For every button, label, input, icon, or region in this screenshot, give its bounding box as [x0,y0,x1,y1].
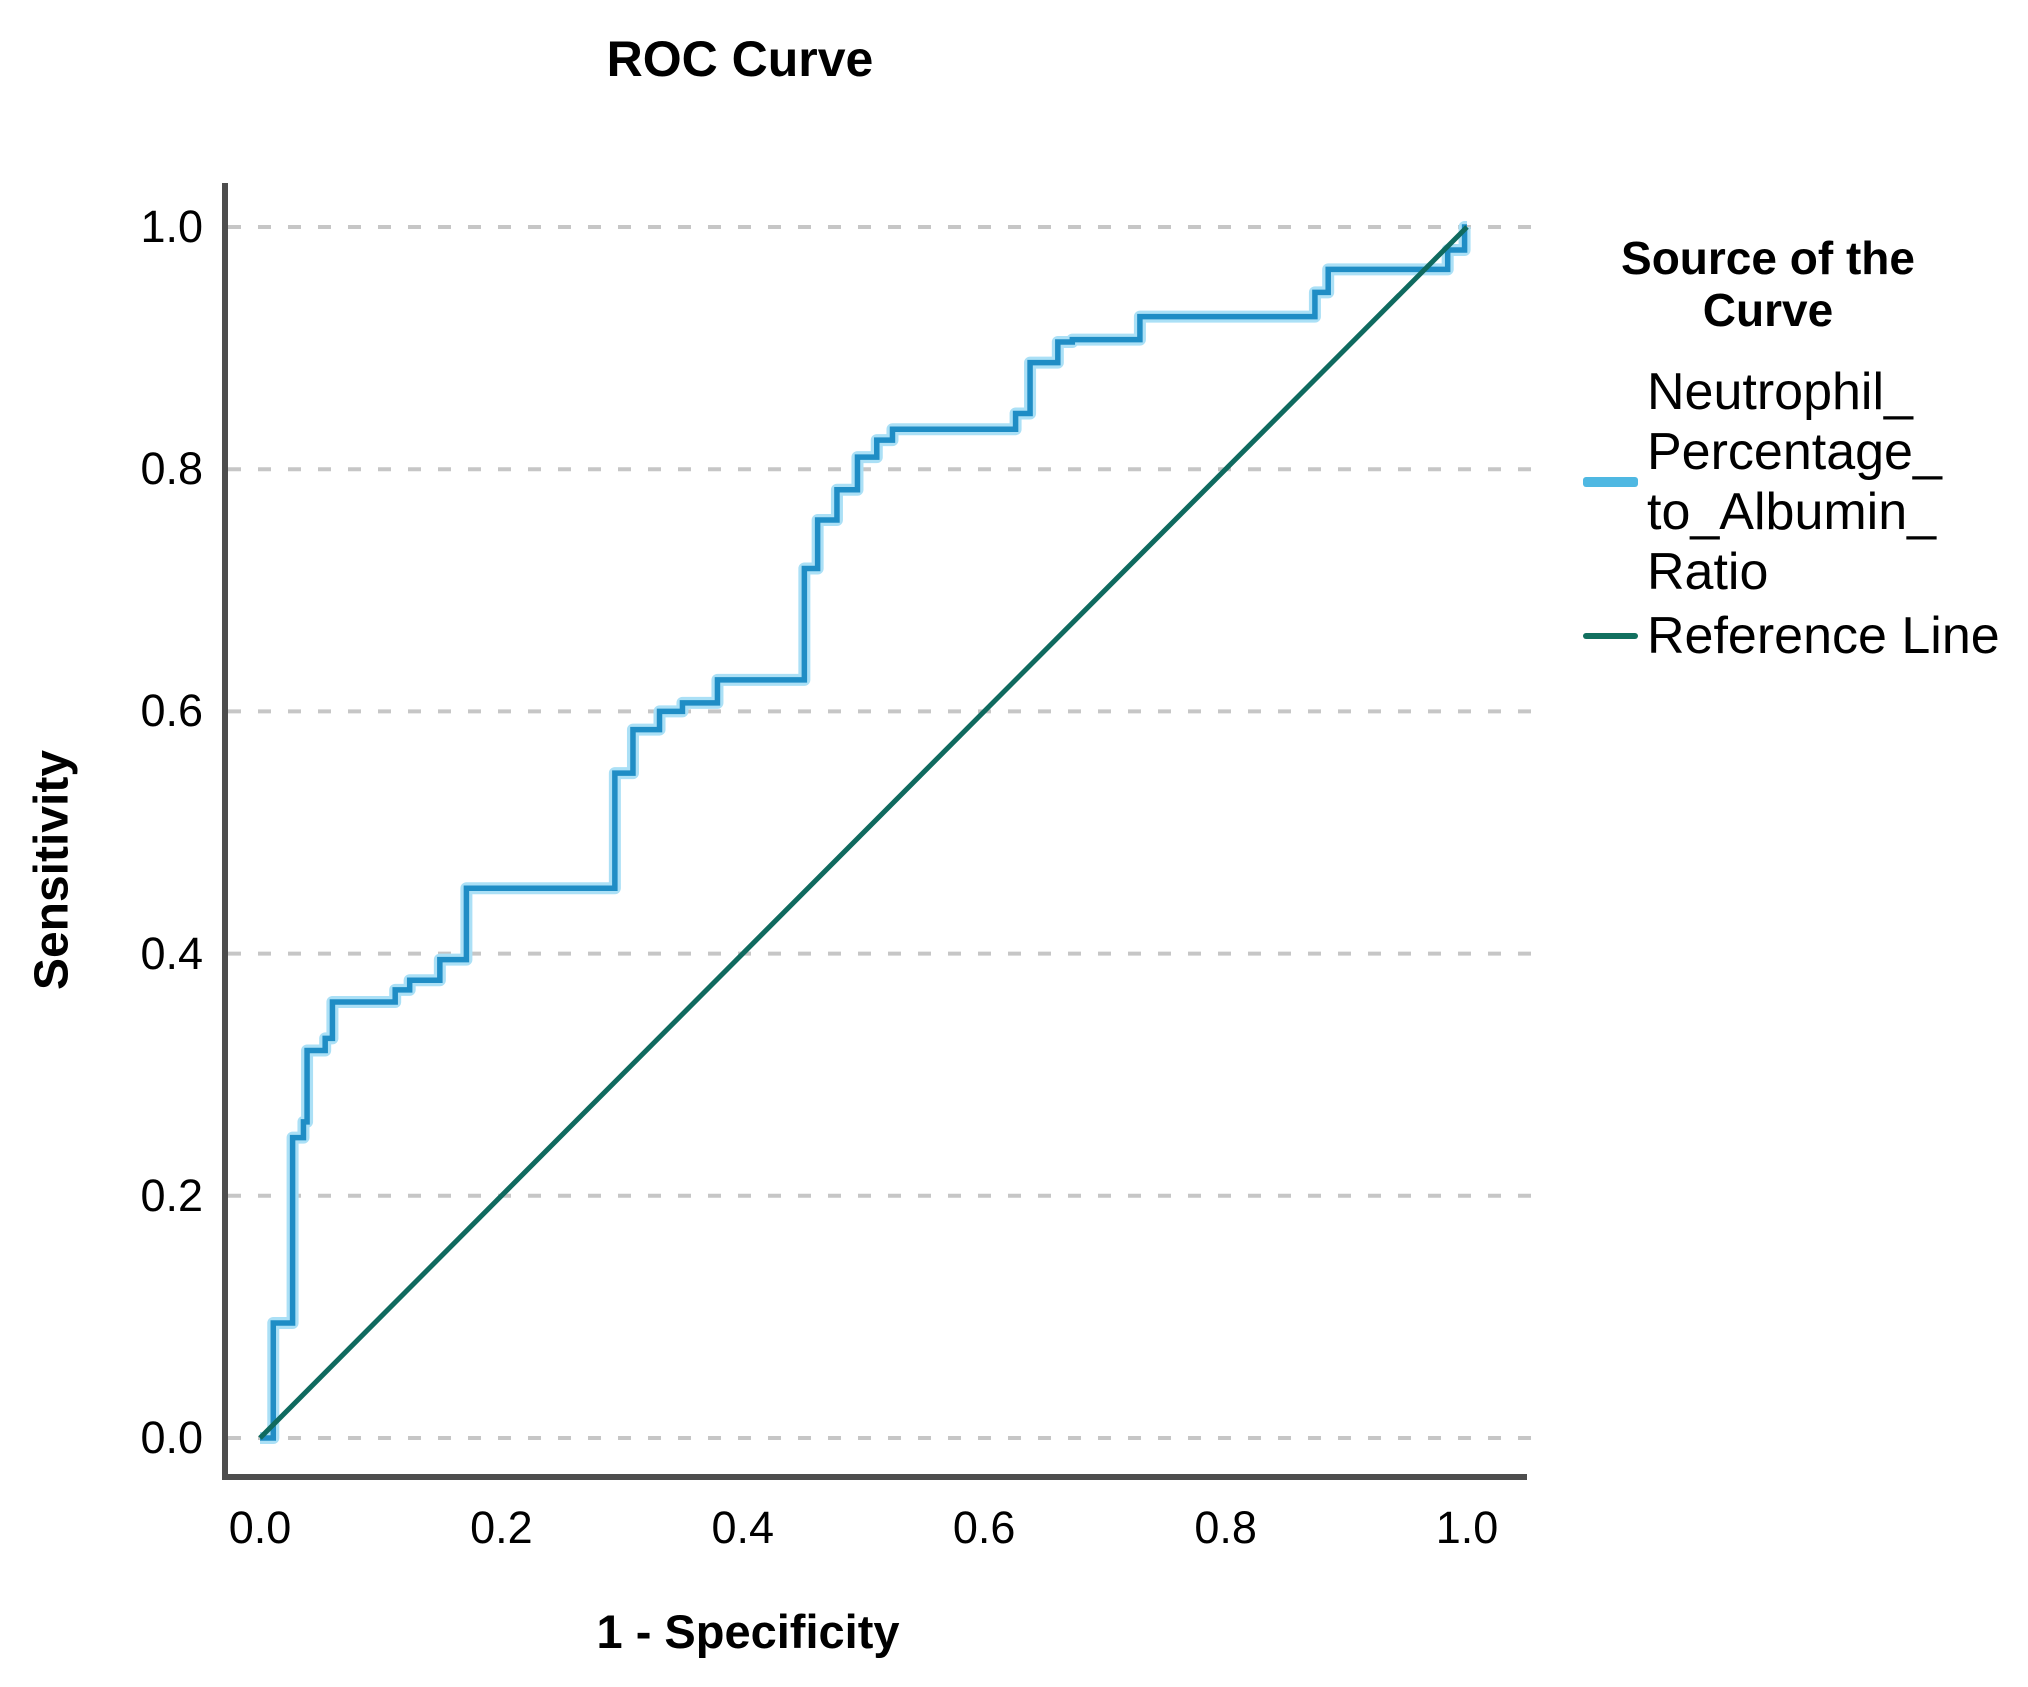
legend-swatch-icon [1583,477,1638,487]
legend-item-roc-curve: Neutrophil_ Percentage_ to_Albumin_ Rati… [1583,362,2028,602]
legend-item-label: Reference Line [1647,607,2000,665]
x-axis-title: 1 - Specificity [596,1605,900,1658]
reference-line [258,225,1469,1440]
x-tick-label-0.4: 0.4 [711,1502,775,1553]
x-tick-label-0.6: 0.6 [952,1502,1016,1553]
y-tick-label-0.0: 0.0 [140,1412,203,1463]
axis-frame [222,183,1527,1480]
legend: Source of the Curve Neutrophil_ Percenta… [1583,232,2028,670]
chart-title: ROC Curve [606,31,874,87]
y-tick-label-0.2: 0.2 [140,1169,203,1221]
legend-swatch-icon [1583,633,1638,639]
x-tick-label-1.0: 1.0 [1435,1502,1499,1553]
legend-item-label: Neutrophil_ Percentage_ to_Albumin_ Rati… [1647,363,1942,601]
roc-curve [260,224,1468,1441]
x-tick-label-0.0: 0.0 [228,1502,292,1553]
x-tick-label-0.2: 0.2 [470,1502,533,1553]
legend-items: Neutrophil_ Percentage_ to_Albumin_ Rati… [1583,362,2028,666]
x-tick-label-0.8: 0.8 [1194,1502,1257,1553]
y-tick-label-0.4: 0.4 [140,927,203,979]
y-tick-label-1.0: 1.0 [140,201,203,252]
legend-title: Source of the Curve [1621,232,1915,336]
legend-item-reference-line: Reference Line [1583,606,2028,666]
y-tick-label-0.6: 0.6 [140,685,203,737]
y-tick-label-0.8: 0.8 [140,443,203,495]
